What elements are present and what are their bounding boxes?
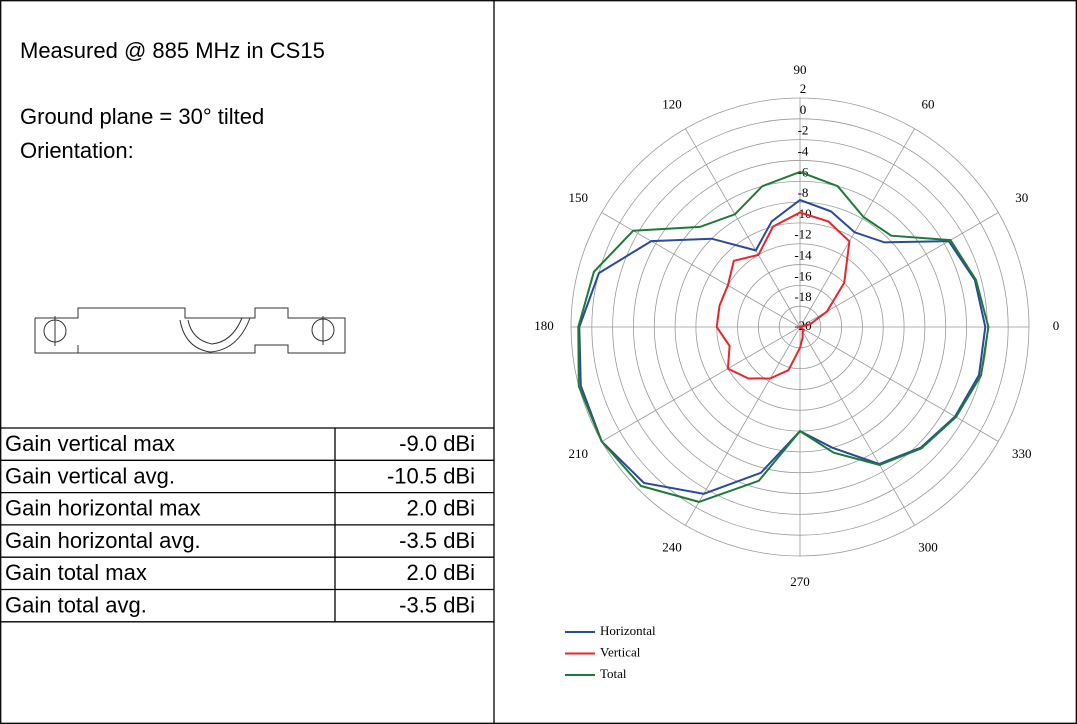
r-tick-label: -4 [798,143,809,158]
grid-spoke [799,128,915,328]
grid-spoke [799,326,915,526]
theta-tick-label: 300 [918,540,938,555]
theta-tick-label: 60 [922,96,935,111]
theta-tick-label: 90 [794,62,807,77]
legend-label: Horizontal [600,623,656,638]
theta-tick-label: 330 [1012,446,1032,461]
legend-label: Total [600,666,627,681]
r-tick-label: 0 [800,102,807,117]
table-value: -10.5 dBi [387,463,475,488]
table-value: -9.0 dBi [399,431,475,456]
table-label: Gain total avg. [5,592,147,617]
grid-spoke [685,128,801,328]
series-line [715,211,851,380]
table-label: Gain vertical avg. [5,463,175,488]
table-value: 2.0 dBi [407,560,476,585]
r-tick-label: -16 [794,268,812,283]
theta-tick-label: 180 [534,318,554,333]
header-line: Orientation: [20,138,134,163]
r-tick-label: -6 [798,164,809,179]
table-value: 2.0 dBi [407,496,476,521]
r-tick-label: -8 [798,185,809,200]
theta-tick-label: 150 [569,190,589,205]
table-label: Gain horizontal avg. [5,528,201,553]
grid-spoke [685,326,801,526]
r-tick-label: -2 [798,123,809,138]
r-tick-label: -18 [794,289,811,304]
r-tick-label: -14 [794,248,812,263]
table-value: -3.5 dBi [399,528,475,553]
header-line: Measured @ 885 MHz in CS15 [20,38,325,63]
series-line [578,198,987,495]
grid-spoke [601,212,801,328]
polar-chart: 0 30 60 90 120 150 180 210 240 270 300 330 -2 0 -18 -16… [534,62,1059,681]
header-line: Ground plane = 30° tilted [20,104,264,129]
table-value: -3.5 dBi [399,592,475,617]
theta-tick-label: 240 [662,540,682,555]
theta-tick-label: 270 [790,574,810,589]
legend-label: Vertical [600,644,641,659]
table-label: Gain vertical max [5,431,175,456]
table-label: Gain total max [5,560,147,585]
theta-tick-label: 120 [662,96,682,111]
ground-plane-drawing [34,307,346,354]
r-tick-label: -12 [794,227,811,242]
gain-table: Gain vertical max -9.0 dBi Gain vertical a… [0,427,494,623]
series-line [577,170,990,503]
theta-tick-label: 0 [1053,318,1060,333]
grid-spoke [799,212,999,328]
theta-tick-label: 210 [569,446,589,461]
grid-spoke [601,326,801,442]
theta-tick-label: 30 [1015,190,1028,205]
r-tick-label: 2 [800,81,807,96]
grid-spoke [799,326,999,442]
table-label: Gain horizontal max [5,496,201,521]
